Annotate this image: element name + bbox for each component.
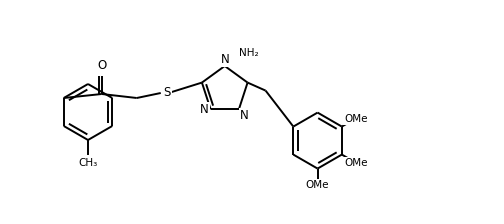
Text: N: N [200, 103, 209, 116]
Text: S: S [163, 86, 170, 99]
Text: CH₃: CH₃ [79, 158, 98, 168]
Text: N: N [240, 109, 248, 123]
Text: N: N [220, 53, 229, 66]
Text: OMe: OMe [344, 157, 367, 168]
Text: NH₂: NH₂ [239, 48, 259, 58]
Text: OMe: OMe [344, 114, 367, 124]
Text: O: O [97, 59, 106, 72]
Text: OMe: OMe [306, 180, 329, 190]
